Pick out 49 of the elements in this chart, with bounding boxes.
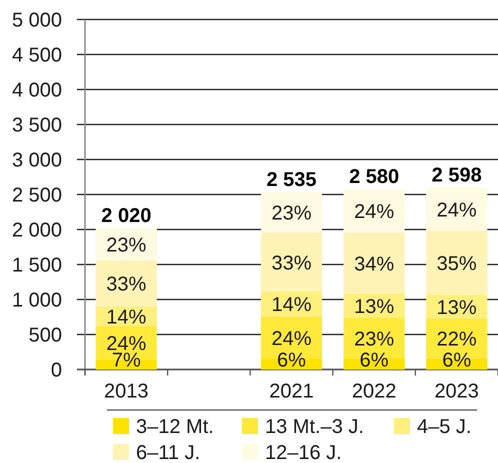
annotation: 22%	[436, 328, 477, 351]
annotation: 13%	[354, 296, 394, 318]
legend-label: 6–11 J.	[136, 442, 200, 463]
total-label: 2 535	[266, 169, 317, 192]
annotation: 24%	[436, 200, 477, 222]
x-tick-label: 2013	[104, 380, 149, 402]
annotation: 24%	[271, 328, 312, 350]
x-tick-label: 2023	[434, 380, 479, 402]
total-label: 2 020	[101, 205, 152, 228]
bar	[260, 192, 322, 233]
bar	[260, 232, 322, 292]
annotation: 24%	[354, 200, 394, 223]
annotation: 6%	[360, 350, 389, 372]
annotation: 13%	[436, 296, 477, 319]
bar	[426, 231, 488, 295]
bar	[344, 188, 405, 232]
legend-label: 12–16 J.	[265, 442, 342, 463]
y-tick-label: 1 000	[12, 290, 62, 312]
annotation: 23%	[354, 328, 394, 351]
annotation: 23%	[271, 202, 312, 225]
y-tick-label: 4 000	[12, 80, 62, 102]
y-tick-label: 3 000	[12, 150, 62, 172]
legend-label: 3–12 Mt.	[136, 416, 214, 438]
y-tick-label: 5 000	[12, 10, 62, 32]
annotation: 35%	[436, 253, 477, 276]
y-tick-label: 2 500	[12, 184, 62, 207]
annotation: 14%	[271, 294, 312, 316]
y-tick-label: 1 500	[12, 254, 62, 277]
total-label: 2 598	[432, 164, 482, 187]
legend-label: 13 Mt.–3 J.	[265, 416, 364, 438]
annotation: 34%	[354, 253, 394, 276]
y-tick-label: 500	[28, 324, 62, 347]
annotation: 6%	[277, 350, 306, 372]
annotation: 14%	[106, 306, 147, 328]
legend-label: 4–5 J.	[417, 416, 472, 438]
bar	[344, 232, 405, 294]
x-tick-label: 2022	[352, 380, 396, 402]
annotation: 23%	[106, 234, 147, 256]
annotation: 6%	[442, 350, 472, 372]
y-tick-label: 2 000	[12, 220, 62, 242]
bar	[426, 188, 488, 232]
y-tick-label: 0	[50, 360, 62, 382]
annotation: 33%	[271, 252, 312, 274]
y-tick-label: 4 500	[12, 44, 62, 67]
y-tick-label: 3 500	[12, 114, 62, 137]
annotation: 33%	[106, 274, 147, 296]
x-tick-label: 2021	[269, 380, 314, 402]
total-label: 2 580	[349, 166, 400, 188]
bar	[96, 260, 157, 306]
